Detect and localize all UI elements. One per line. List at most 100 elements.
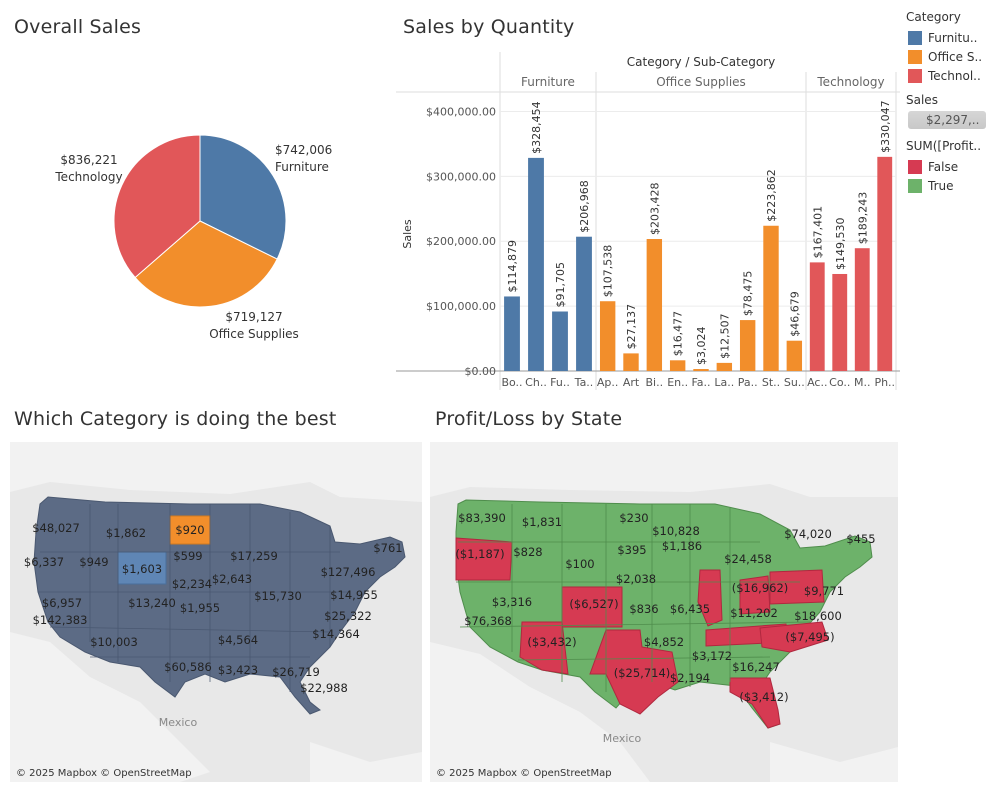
- pie-label-furniture-name: Furniture: [275, 160, 329, 174]
- swatch-icon: [908, 30, 922, 45]
- pie-label-furniture-value: $742,006: [275, 143, 332, 157]
- bar-value-label: $223,862: [765, 169, 778, 222]
- pie-label-office-value: $719,127: [225, 310, 282, 324]
- y-tick-label: $100,000.00: [426, 300, 496, 313]
- bar-pa[interactable]: [739, 320, 756, 371]
- map1-attribution[interactable]: © 2025 Mapbox © OpenStreetMap: [16, 768, 192, 779]
- swatch-icon: [908, 178, 922, 193]
- state-value-label: $15,730: [254, 589, 302, 603]
- bar-chart[interactable]: Category / Sub-Category Furniture Office…: [396, 44, 900, 394]
- x-tick-label: Bo..: [501, 376, 522, 389]
- state-north-carolina[interactable]: [759, 621, 829, 653]
- state-oregon[interactable]: [455, 537, 513, 581]
- pie-chart[interactable]: $742,006 Furniture $719,127 Office Suppl…: [0, 50, 395, 350]
- legend-item-furniture[interactable]: Furnitu..: [908, 28, 986, 47]
- pie-slice-furniture[interactable]: [199, 134, 287, 260]
- legend-item-true[interactable]: True: [908, 176, 986, 195]
- x-tick-label: Ch..: [525, 376, 547, 389]
- bar-bi[interactable]: [646, 239, 663, 371]
- state-value-label: $2,194: [670, 671, 710, 685]
- state-value-label: $76,368: [464, 614, 512, 628]
- y-axis-title: Sales: [401, 219, 414, 249]
- bar-ph[interactable]: [877, 156, 893, 371]
- x-tick-label: Art: [623, 376, 640, 389]
- state-arizona[interactable]: [519, 621, 569, 675]
- legend-item-office-supplies[interactable]: Office S..: [908, 47, 986, 66]
- bar-art[interactable]: [623, 353, 639, 371]
- swatch-icon: [908, 68, 922, 83]
- bar-value-label: $167,401: [811, 206, 824, 259]
- state-value-label: ($7,495): [785, 630, 834, 644]
- x-tick-label: Ap..: [597, 376, 619, 389]
- legend-label: False: [928, 159, 959, 174]
- state-florida[interactable]: [729, 677, 781, 729]
- state-value-label: $48,027: [32, 521, 80, 535]
- state-value-label: $25,322: [324, 609, 372, 623]
- bar-bo[interactable]: [504, 296, 520, 371]
- x-tick-label: Co..: [829, 376, 850, 389]
- legend-item-technology[interactable]: Technol..: [908, 66, 986, 85]
- state-value-label: ($3,432): [527, 635, 576, 649]
- state-value-label: $18,600: [794, 609, 842, 623]
- category-map[interactable]: $48,027 $1,862 $920 $6,337 $949 $599 $1,603 $17…: [10, 442, 422, 782]
- state-value-label: $100: [565, 557, 594, 571]
- pie-label-technology-name: Technology: [54, 170, 122, 184]
- bar-value-label: $78,475: [742, 271, 755, 317]
- state-value-label: ($3,412): [739, 690, 788, 704]
- bar-value-label: $27,137: [625, 304, 638, 350]
- bar-su[interactable]: [786, 340, 803, 371]
- profit-map[interactable]: $83,390 $1,831 $230 $10,828 $455 ($1,187) $828…: [430, 442, 898, 782]
- pie-slice-office-supplies[interactable]: [134, 220, 278, 308]
- sales-range-slider[interactable]: $2,297,..: [908, 111, 986, 129]
- legend-label: True: [928, 178, 954, 193]
- state-value-label: $26,719: [272, 665, 320, 679]
- state-pennsylvania[interactable]: [769, 569, 825, 605]
- bar-value-label: $16,477: [672, 311, 685, 357]
- bar-ch[interactable]: [528, 157, 544, 371]
- bar-value-label: $107,538: [602, 245, 615, 298]
- legend-profit-title: SUM([Profit..: [906, 139, 982, 153]
- state-value-label: $2,234: [172, 577, 212, 591]
- bar-la[interactable]: [716, 362, 733, 371]
- state-value-label: $6,337: [24, 555, 64, 569]
- x-tick-label: Fa..: [691, 376, 710, 389]
- state-value-label: $2,038: [616, 572, 656, 586]
- state-ohio[interactable]: [739, 575, 771, 615]
- state-value-label: $2,643: [212, 572, 252, 586]
- state-value-label: $4,564: [218, 633, 258, 647]
- bar-en[interactable]: [669, 360, 686, 371]
- x-tick-label: Su..: [784, 376, 805, 389]
- y-tick-label: $200,000.00: [426, 235, 496, 248]
- map2-attribution[interactable]: © 2025 Mapbox © OpenStreetMap: [436, 768, 612, 779]
- bar-fu[interactable]: [552, 311, 568, 371]
- state-value-label: $13,240: [128, 596, 176, 610]
- state-value-label: $395: [617, 543, 646, 557]
- bar-ac[interactable]: [809, 262, 825, 371]
- bar-value-label: $149,530: [834, 217, 847, 270]
- bar-value-label: $330,047: [879, 100, 892, 153]
- bar-ta[interactable]: [576, 236, 592, 371]
- bar-fa[interactable]: [693, 369, 709, 371]
- bar-value-label: $3,024: [695, 327, 708, 366]
- state-value-label: $3,423: [218, 663, 258, 677]
- state-value-label: $3,316: [492, 595, 532, 609]
- state-value-label: $14,955: [330, 588, 378, 602]
- x-tick-label: Fu..: [550, 376, 570, 389]
- state-value-label: $74,020: [784, 527, 832, 541]
- x-tick-label: St..: [762, 376, 780, 389]
- x-tick-label: M..: [854, 376, 870, 389]
- bar-value-label: $114,879: [506, 240, 519, 292]
- state-value-label: $6,957: [42, 596, 82, 610]
- legend-item-false[interactable]: False: [908, 157, 986, 176]
- bar-value-label: $91,705: [554, 262, 567, 308]
- bar-co[interactable]: [832, 273, 848, 371]
- bar-st[interactable]: [763, 225, 779, 371]
- bar-m[interactable]: [854, 248, 870, 371]
- state-texas[interactable]: [589, 629, 679, 715]
- bar-ap[interactable]: [599, 301, 616, 371]
- state-value-label: $4,852: [644, 635, 684, 649]
- bar-value-label: $12,507: [718, 313, 731, 359]
- pie-slice-technology[interactable]: [113, 134, 201, 279]
- legend-sales-title: Sales: [906, 93, 938, 107]
- x-tick-label: En..: [667, 376, 688, 389]
